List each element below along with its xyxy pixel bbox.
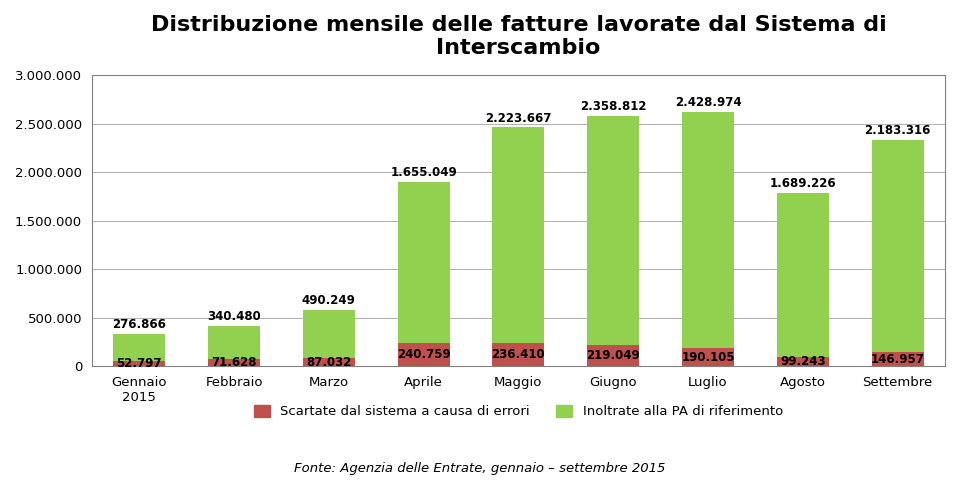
Bar xyxy=(302,358,355,366)
Bar xyxy=(113,361,165,366)
Text: 219.049: 219.049 xyxy=(587,349,640,362)
Bar xyxy=(588,116,639,345)
Text: 490.249: 490.249 xyxy=(301,294,356,307)
Text: 276.866: 276.866 xyxy=(112,318,166,331)
Text: 190.105: 190.105 xyxy=(682,350,734,363)
Text: 52.797: 52.797 xyxy=(116,357,162,370)
Bar xyxy=(682,348,734,366)
Text: 2.183.316: 2.183.316 xyxy=(864,124,931,137)
Bar xyxy=(777,192,828,357)
Text: 1.689.226: 1.689.226 xyxy=(770,177,836,190)
Bar xyxy=(872,352,924,366)
Bar xyxy=(208,360,260,366)
Text: 2.223.667: 2.223.667 xyxy=(485,111,552,124)
Text: Fonte: Agenzia delle Entrate, gennaio – settembre 2015: Fonte: Agenzia delle Entrate, gennaio – … xyxy=(295,462,665,475)
Text: 236.410: 236.410 xyxy=(492,348,545,361)
Bar xyxy=(208,326,260,360)
Bar xyxy=(682,112,734,348)
Bar xyxy=(588,345,639,366)
Text: 87.032: 87.032 xyxy=(306,356,351,369)
Bar xyxy=(492,128,544,343)
Bar xyxy=(302,310,355,358)
Text: 2.428.974: 2.428.974 xyxy=(675,96,741,109)
Bar xyxy=(397,182,449,343)
Bar xyxy=(113,334,165,361)
Text: 2.358.812: 2.358.812 xyxy=(580,100,646,113)
Title: Distribuzione mensile delle fatture lavorate dal Sistema di
Interscambio: Distribuzione mensile delle fatture lavo… xyxy=(151,15,886,58)
Text: 1.655.049: 1.655.049 xyxy=(391,167,457,180)
Bar xyxy=(777,357,828,366)
Bar xyxy=(397,343,449,366)
Legend: Scartate dal sistema a causa di errori, Inoltrate alla PA di riferimento: Scartate dal sistema a causa di errori, … xyxy=(249,400,788,424)
Bar xyxy=(492,343,544,366)
Bar xyxy=(872,140,924,352)
Text: 240.759: 240.759 xyxy=(396,348,450,361)
Text: 99.243: 99.243 xyxy=(780,355,826,368)
Text: 146.957: 146.957 xyxy=(871,353,924,366)
Text: 340.480: 340.480 xyxy=(207,311,261,324)
Text: 71.628: 71.628 xyxy=(211,356,256,369)
